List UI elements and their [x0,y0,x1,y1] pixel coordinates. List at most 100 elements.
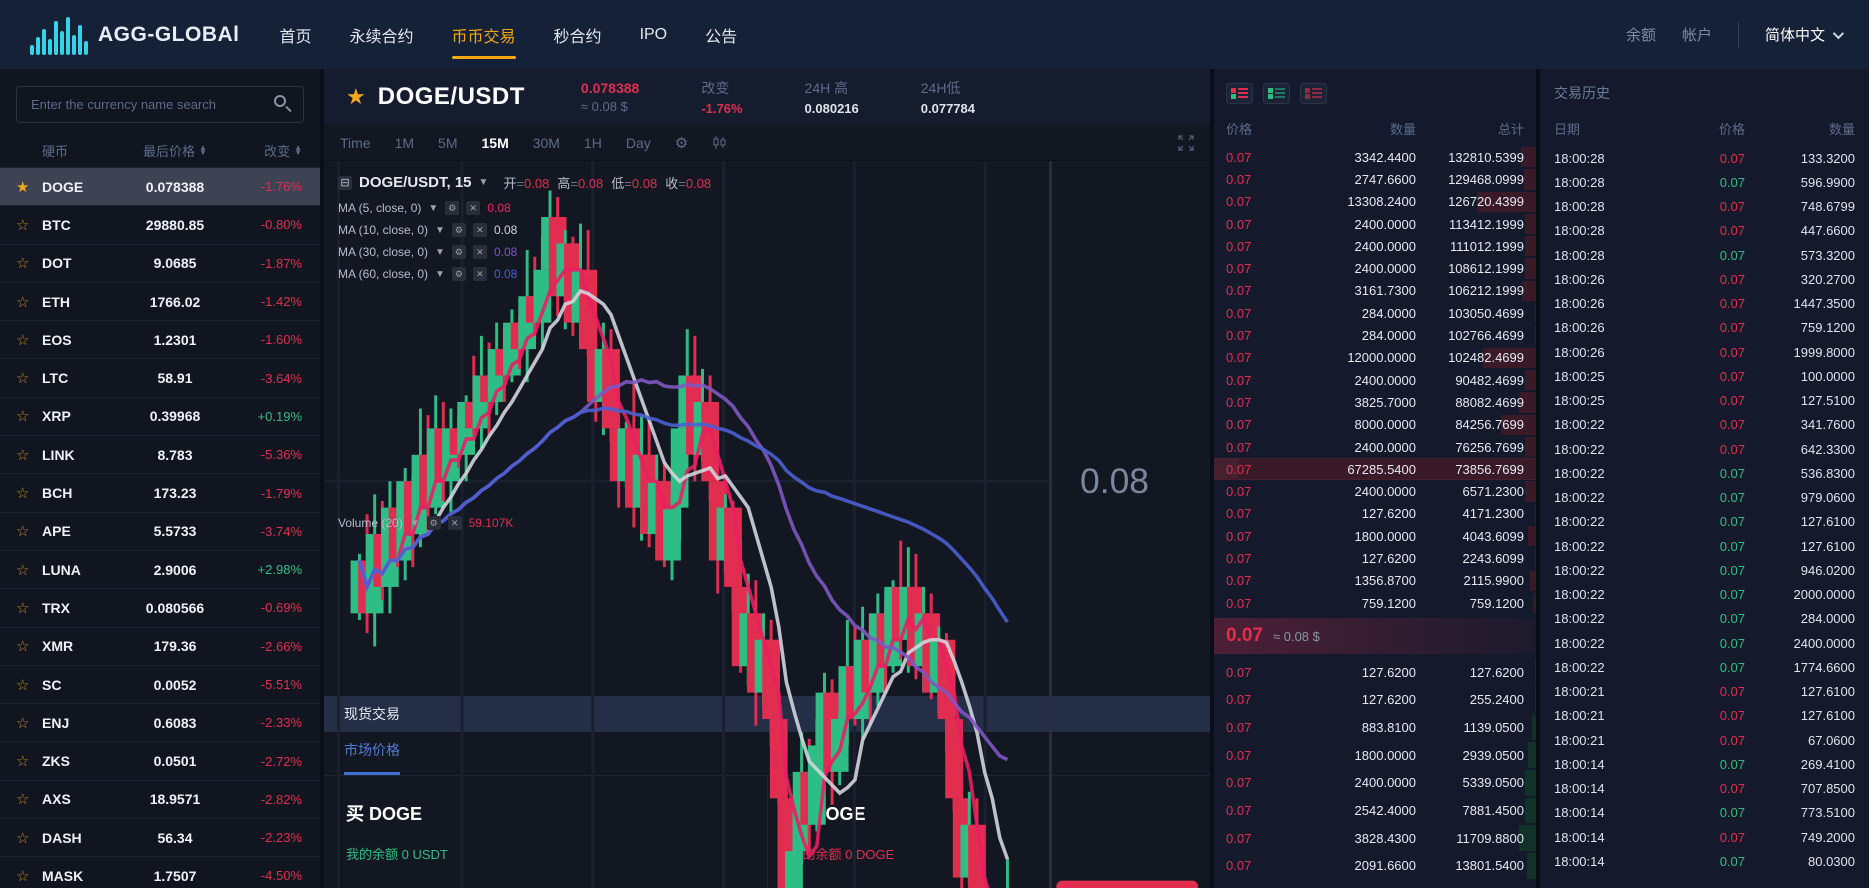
sort-price-icon[interactable]: ▲ ▼ [199,143,207,157]
star-icon[interactable]: ☆ [16,331,30,349]
ma-close-icon[interactable]: ✕ [466,201,481,215]
chart-settings-icon[interactable]: ⚙ [674,134,689,152]
orderbook-sell-row-10[interactable]: 0.07 2400.0000 90482.4699 [1214,369,1536,391]
star-icon[interactable]: ☆ [16,446,30,464]
ma-caret-icon[interactable]: ▼ [435,224,445,236]
coin-row-dot[interactable]: ☆ DOT 9.0685 -1.87% [0,243,320,282]
orderbook-sell-row-9[interactable]: 0.07 12000.0000 102482.4699 [1214,347,1536,369]
coin-row-xmr[interactable]: ☆ XMR 179.36 -2.66% [0,626,320,665]
orderbook-buy-row-3[interactable]: 0.07 1800.0000 2939.0500 [1214,741,1536,769]
orderbook-buy-row-5[interactable]: 0.07 2542.4000 7881.4500 [1214,797,1536,825]
nav-item-2[interactable]: 币币交易 [451,0,516,69]
coin-row-dash[interactable]: ☆ DASH 56.34 -2.23% [0,818,320,856]
orderbook-sell-row-2[interactable]: 0.07 13308.2400 126720.4399 [1214,191,1536,213]
orderbook-sell-row-0[interactable]: 0.07 3342.4400 132810.5399 [1214,146,1536,168]
legend-caret-icon[interactable]: ▼ [478,177,489,188]
orderbook-view-buys-icon[interactable] [1263,82,1290,104]
orderbook-sell-row-13[interactable]: 0.07 2400.0000 76256.7699 [1214,436,1536,458]
orderbook-sell-row-8[interactable]: 0.07 284.0000 102766.4699 [1214,324,1536,346]
orderbook-sell-row-19[interactable]: 0.07 1356.8700 2115.9900 [1214,570,1536,592]
ma-caret-icon[interactable]: ▼ [428,202,439,214]
volume-caret-icon[interactable]: ▼ [409,517,420,529]
star-icon[interactable]: ☆ [16,293,30,311]
interval-5m[interactable]: 5M [438,134,458,151]
orderbook-sell-row-16[interactable]: 0.07 127.6200 4171.2300 [1214,503,1536,525]
coin-row-axs[interactable]: ☆ AXS 18.9571 -2.82% [0,779,320,818]
star-icon[interactable]: ☆ [16,255,30,273]
ma-close-icon[interactable]: ✕ [472,245,487,259]
orderbook-sell-row-11[interactable]: 0.07 3825.7000 88082.4699 [1214,391,1536,413]
star-icon[interactable]: ☆ [16,638,30,656]
orderbook-sell-row-14[interactable]: 0.07 67285.5400 73856.7699 [1214,458,1536,481]
coin-row-doge[interactable]: ★ DOGE 0.078388 -1.76% [0,167,320,206]
interval-30m[interactable]: 30M [532,134,560,151]
orderbook-buy-row-6[interactable]: 0.07 3828.4300 11709.8800 [1214,824,1536,852]
chart-style-candle-icon[interactable] [712,135,727,150]
interval-15m[interactable]: 15M [481,134,509,151]
ma-settings-icon[interactable]: ⚙ [451,223,466,237]
volume-close-icon[interactable]: ✕ [447,516,462,530]
coin-row-bch[interactable]: ☆ BCH 173.23 -1.79% [0,473,320,511]
coin-row-ltc[interactable]: ☆ LTC 58.91 -3.64% [0,358,320,396]
interval-1m[interactable]: 1M [394,134,415,151]
orderbook-sell-row-6[interactable]: 0.07 3161.7300 106212.1999 [1214,280,1536,302]
coin-row-enj[interactable]: ☆ ENJ 0.6083 -2.33% [0,703,320,741]
coin-row-link[interactable]: ☆ LINK 8.783 -5.36% [0,435,320,473]
coin-row-sc[interactable]: ☆ SC 0.0052 -5.51% [0,664,320,703]
ma-close-icon[interactable]: ✕ [472,267,487,281]
orderbook-sell-row-12[interactable]: 0.07 8000.0000 84256.7699 [1214,414,1536,436]
nav-item-0[interactable]: 首页 [279,28,312,46]
star-icon[interactable]: ☆ [16,714,30,732]
orderbook-sell-row-3[interactable]: 0.07 2400.0000 113412.1999 [1214,213,1536,235]
star-icon[interactable]: ☆ [16,829,30,847]
ma-settings-icon[interactable]: ⚙ [451,245,466,259]
star-icon[interactable]: ☆ [16,523,30,541]
coin-row-trx[interactable]: ☆ TRX 0.080566 -0.69% [0,588,320,626]
coin-row-btc[interactable]: ☆ BTC 29880.85 -0.80% [0,205,320,243]
ma-close-icon[interactable]: ✕ [472,223,487,237]
coin-row-mask[interactable]: ☆ MASK 1.7507 -4.50% [0,856,320,888]
star-icon[interactable]: ☆ [16,753,30,771]
nav-balance-link[interactable]: 余额 [1625,27,1656,44]
favorite-star-icon[interactable]: ★ [346,84,366,109]
star-icon[interactable]: ☆ [16,485,30,503]
orderbook-sell-row-17[interactable]: 0.07 1800.0000 4043.6099 [1214,525,1536,547]
ma-settings-icon[interactable]: ⚙ [445,201,460,215]
volume-settings-icon[interactable]: ⚙ [426,516,441,530]
orderbook-sell-row-5[interactable]: 0.07 2400.0000 108612.1999 [1214,257,1536,279]
coin-row-xrp[interactable]: ☆ XRP 0.39968 +0.19% [0,396,320,435]
orderbook-buy-row-7[interactable]: 0.07 2091.6600 13801.5400 [1214,852,1536,880]
ma-settings-icon[interactable]: ⚙ [451,267,466,281]
ma-caret-icon[interactable]: ▼ [435,246,445,258]
star-icon[interactable]: ☆ [16,561,30,579]
orderbook-buy-row-4[interactable]: 0.07 2400.0000 5339.0500 [1214,769,1536,797]
star-icon[interactable]: ☆ [16,791,30,809]
star-icon[interactable]: ★ [16,178,30,196]
star-icon[interactable]: ☆ [16,216,30,234]
fullscreen-expand-icon[interactable] [1178,135,1194,151]
collapse-legend-icon[interactable]: ⊟ [338,175,352,190]
star-icon[interactable]: ☆ [16,867,30,885]
ma-caret-icon[interactable]: ▼ [435,268,445,280]
orderbook-buy-row-1[interactable]: 0.07 127.6200 255.2400 [1214,686,1536,714]
orderbook-view-both-icon[interactable] [1226,82,1253,104]
orderbook-sell-row-15[interactable]: 0.07 2400.0000 6571.2300 [1214,480,1536,502]
coin-row-eth[interactable]: ☆ ETH 1766.02 -1.42% [0,281,320,320]
nav-item-1[interactable]: 永续合约 [349,28,414,46]
search-icon[interactable] [274,95,292,113]
orderbook-buy-row-0[interactable]: 0.07 127.6200 127.6200 [1214,658,1536,686]
interval-day[interactable]: Day [625,134,651,151]
interval-1h[interactable]: 1H [583,134,602,151]
star-icon[interactable]: ☆ [16,599,30,617]
coin-row-luna[interactable]: ☆ LUNA 2.9006 +2.98% [0,549,320,588]
nav-item-5[interactable]: 公告 [705,28,738,46]
orderbook-view-sells-icon[interactable] [1300,82,1327,104]
coin-row-ape[interactable]: ☆ APE 5.5733 -3.74% [0,511,320,550]
orderbook-sell-row-4[interactable]: 0.07 2400.0000 111012.1999 [1214,235,1536,257]
language-selector[interactable]: 简体中文 [1765,24,1845,45]
tab-market-price[interactable]: 市场价格 [344,740,400,775]
nav-account-link[interactable]: 帐户 [1681,27,1712,44]
orderbook-buy-row-2[interactable]: 0.07 883.8100 1139.0500 [1214,714,1536,742]
nav-item-3[interactable]: 秒合约 [553,28,602,46]
